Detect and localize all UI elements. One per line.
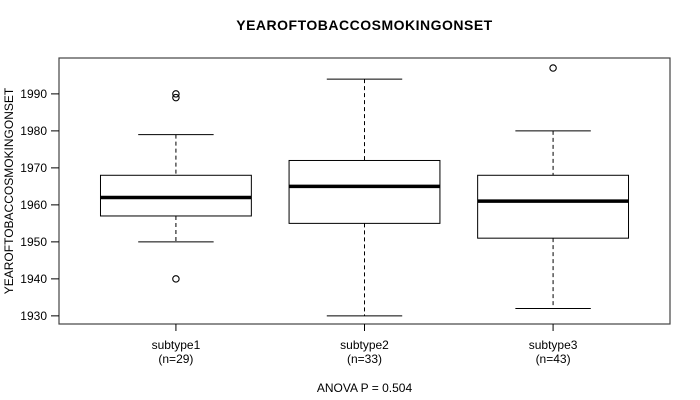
y-tick-label: 1960 <box>20 198 47 212</box>
x-tick-label: subtype2 <box>340 338 389 352</box>
x-tick-label: subtype1 <box>152 338 201 352</box>
y-tick-label: 1990 <box>20 87 47 101</box>
chart-title: YEAROFTOBACCOSMOKINGONSET <box>236 17 493 33</box>
x-tick-sublabel: (n=43) <box>536 352 571 366</box>
outlier-point <box>172 90 180 98</box>
x-tick-sublabel: (n=33) <box>347 352 382 366</box>
x-tick-sublabel: (n=29) <box>158 352 193 366</box>
outlier-point <box>172 93 180 102</box>
y-tick-label: 1970 <box>20 161 47 175</box>
iqr-box <box>477 174 630 239</box>
anova-p-label: ANOVA P = 0.504 <box>316 381 413 395</box>
outlier-point <box>172 275 180 283</box>
y-tick-label: 1950 <box>20 235 47 249</box>
x-tick-label: subtype3 <box>529 338 578 352</box>
y-tick-label: 1980 <box>20 124 47 138</box>
outlier-point <box>549 64 557 72</box>
iqr-box <box>99 174 252 217</box>
y-tick-label: 1940 <box>20 272 47 286</box>
iqr-box <box>288 159 441 224</box>
y-tick-label: 1930 <box>20 309 47 323</box>
